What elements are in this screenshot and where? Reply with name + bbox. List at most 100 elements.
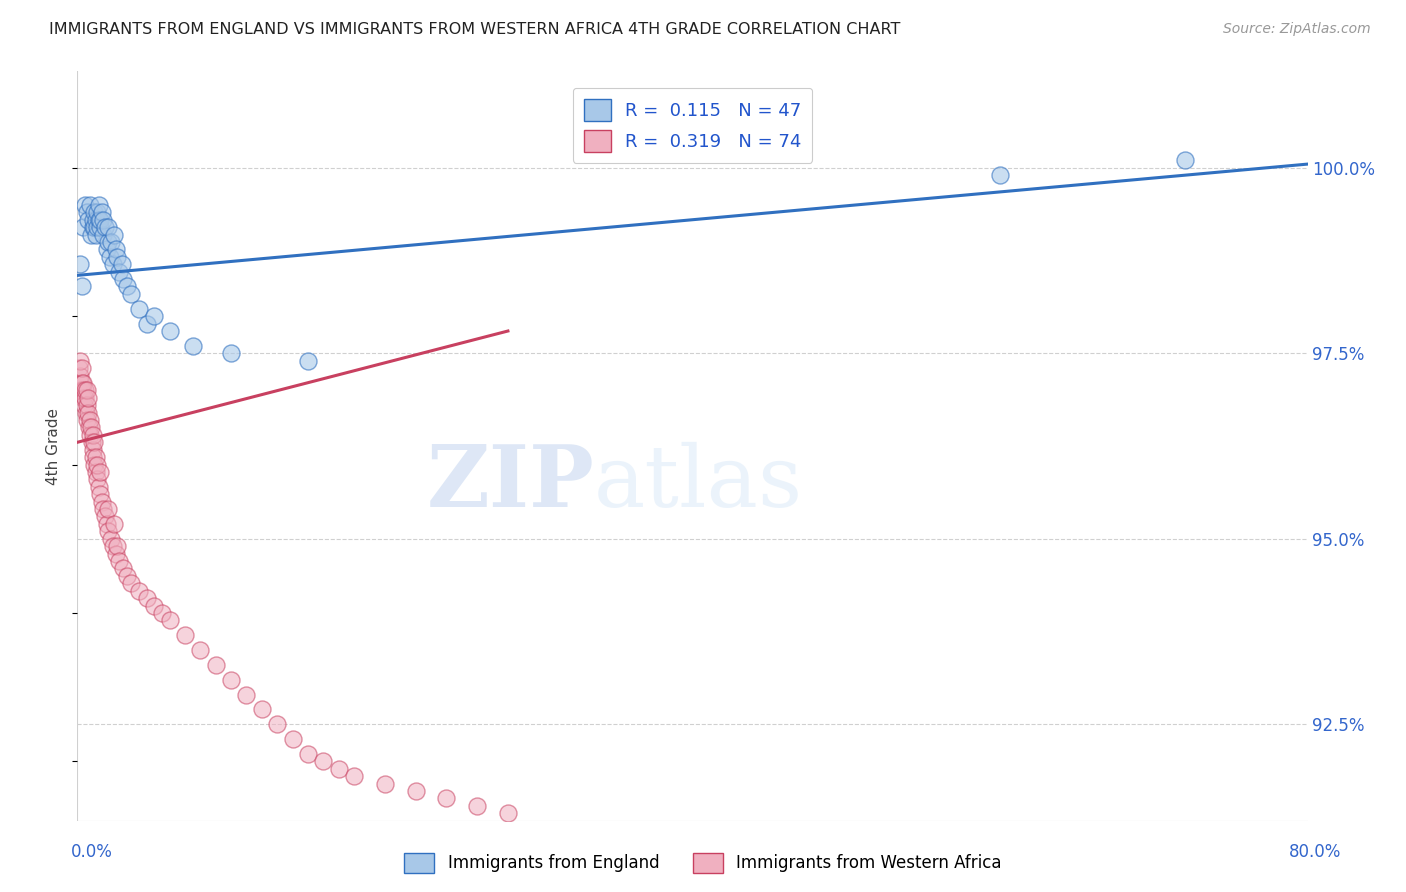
Point xyxy=(82,220,104,235)
Point xyxy=(77,212,100,227)
Point xyxy=(69,353,91,368)
Point xyxy=(79,198,101,212)
Point xyxy=(120,287,142,301)
Point xyxy=(72,384,94,398)
Point xyxy=(67,384,90,398)
Text: 0.0%: 0.0% xyxy=(70,843,112,861)
Point xyxy=(93,212,115,227)
Point xyxy=(219,673,242,687)
Point xyxy=(281,732,304,747)
Point xyxy=(1174,153,1197,168)
Point xyxy=(69,368,91,383)
Point xyxy=(84,227,107,242)
Point xyxy=(77,391,100,405)
Point xyxy=(97,524,120,539)
Point xyxy=(70,361,93,376)
Point xyxy=(72,220,94,235)
Point xyxy=(90,205,114,219)
Point xyxy=(150,606,173,620)
Point xyxy=(297,353,319,368)
Point xyxy=(115,279,138,293)
Point xyxy=(80,420,103,434)
Point xyxy=(82,212,104,227)
Point xyxy=(87,212,110,227)
Point xyxy=(84,465,107,479)
Point xyxy=(328,762,350,776)
Y-axis label: 4th Grade: 4th Grade xyxy=(46,408,62,484)
Point xyxy=(100,235,122,249)
Point xyxy=(77,406,100,420)
Point xyxy=(79,428,101,442)
Point xyxy=(89,487,111,501)
Point xyxy=(103,516,125,531)
Point xyxy=(97,235,120,249)
Text: ZIP: ZIP xyxy=(426,442,595,525)
Point xyxy=(101,257,124,271)
Point xyxy=(76,205,98,219)
Point xyxy=(83,458,105,472)
Point xyxy=(97,220,120,235)
Point xyxy=(77,420,100,434)
Point xyxy=(108,265,131,279)
Point xyxy=(67,361,90,376)
Point xyxy=(82,450,104,464)
Point xyxy=(496,806,519,821)
Point xyxy=(86,458,108,472)
Point xyxy=(266,717,288,731)
Point xyxy=(105,539,128,553)
Point xyxy=(69,376,91,390)
Point xyxy=(188,643,212,657)
Point xyxy=(84,212,107,227)
Point xyxy=(70,376,93,390)
Point xyxy=(80,435,103,450)
Point xyxy=(84,450,107,464)
Point xyxy=(159,613,181,627)
Point xyxy=(89,220,111,235)
Point xyxy=(465,798,488,813)
Point xyxy=(96,243,118,257)
Point xyxy=(111,257,134,271)
Point xyxy=(90,494,114,508)
Point xyxy=(72,391,94,405)
Point xyxy=(86,472,108,486)
Point xyxy=(76,398,98,412)
Point xyxy=(103,227,125,242)
Point xyxy=(112,272,135,286)
Point xyxy=(135,317,157,331)
Point xyxy=(73,384,96,398)
Point xyxy=(343,769,366,783)
Point xyxy=(83,435,105,450)
Point xyxy=(100,532,122,546)
Point xyxy=(73,398,96,412)
Point xyxy=(93,227,115,242)
Point xyxy=(204,657,226,672)
Point xyxy=(174,628,197,642)
Text: IMMIGRANTS FROM ENGLAND VS IMMIGRANTS FROM WESTERN AFRICA 4TH GRADE CORRELATION : IMMIGRANTS FROM ENGLAND VS IMMIGRANTS FR… xyxy=(49,22,901,37)
Point xyxy=(988,168,1011,182)
Point xyxy=(405,784,427,798)
Point xyxy=(82,428,104,442)
Point xyxy=(104,547,127,561)
Point xyxy=(120,576,142,591)
Point xyxy=(76,413,98,427)
Point xyxy=(96,516,118,531)
Point xyxy=(97,502,120,516)
Text: Source: ZipAtlas.com: Source: ZipAtlas.com xyxy=(1223,22,1371,37)
Point xyxy=(70,279,93,293)
Point xyxy=(143,599,166,613)
Point xyxy=(72,376,94,390)
Point xyxy=(79,413,101,427)
Text: atlas: atlas xyxy=(595,442,803,525)
Point xyxy=(112,561,135,575)
Point xyxy=(73,198,96,212)
Point xyxy=(76,384,98,398)
Legend: Immigrants from England, Immigrants from Western Africa: Immigrants from England, Immigrants from… xyxy=(398,847,1008,880)
Point xyxy=(83,220,105,235)
Point xyxy=(105,250,128,264)
Point xyxy=(89,212,111,227)
Point xyxy=(75,406,97,420)
Point xyxy=(108,554,131,568)
Point xyxy=(128,301,150,316)
Point xyxy=(436,791,458,805)
Point xyxy=(87,198,110,212)
